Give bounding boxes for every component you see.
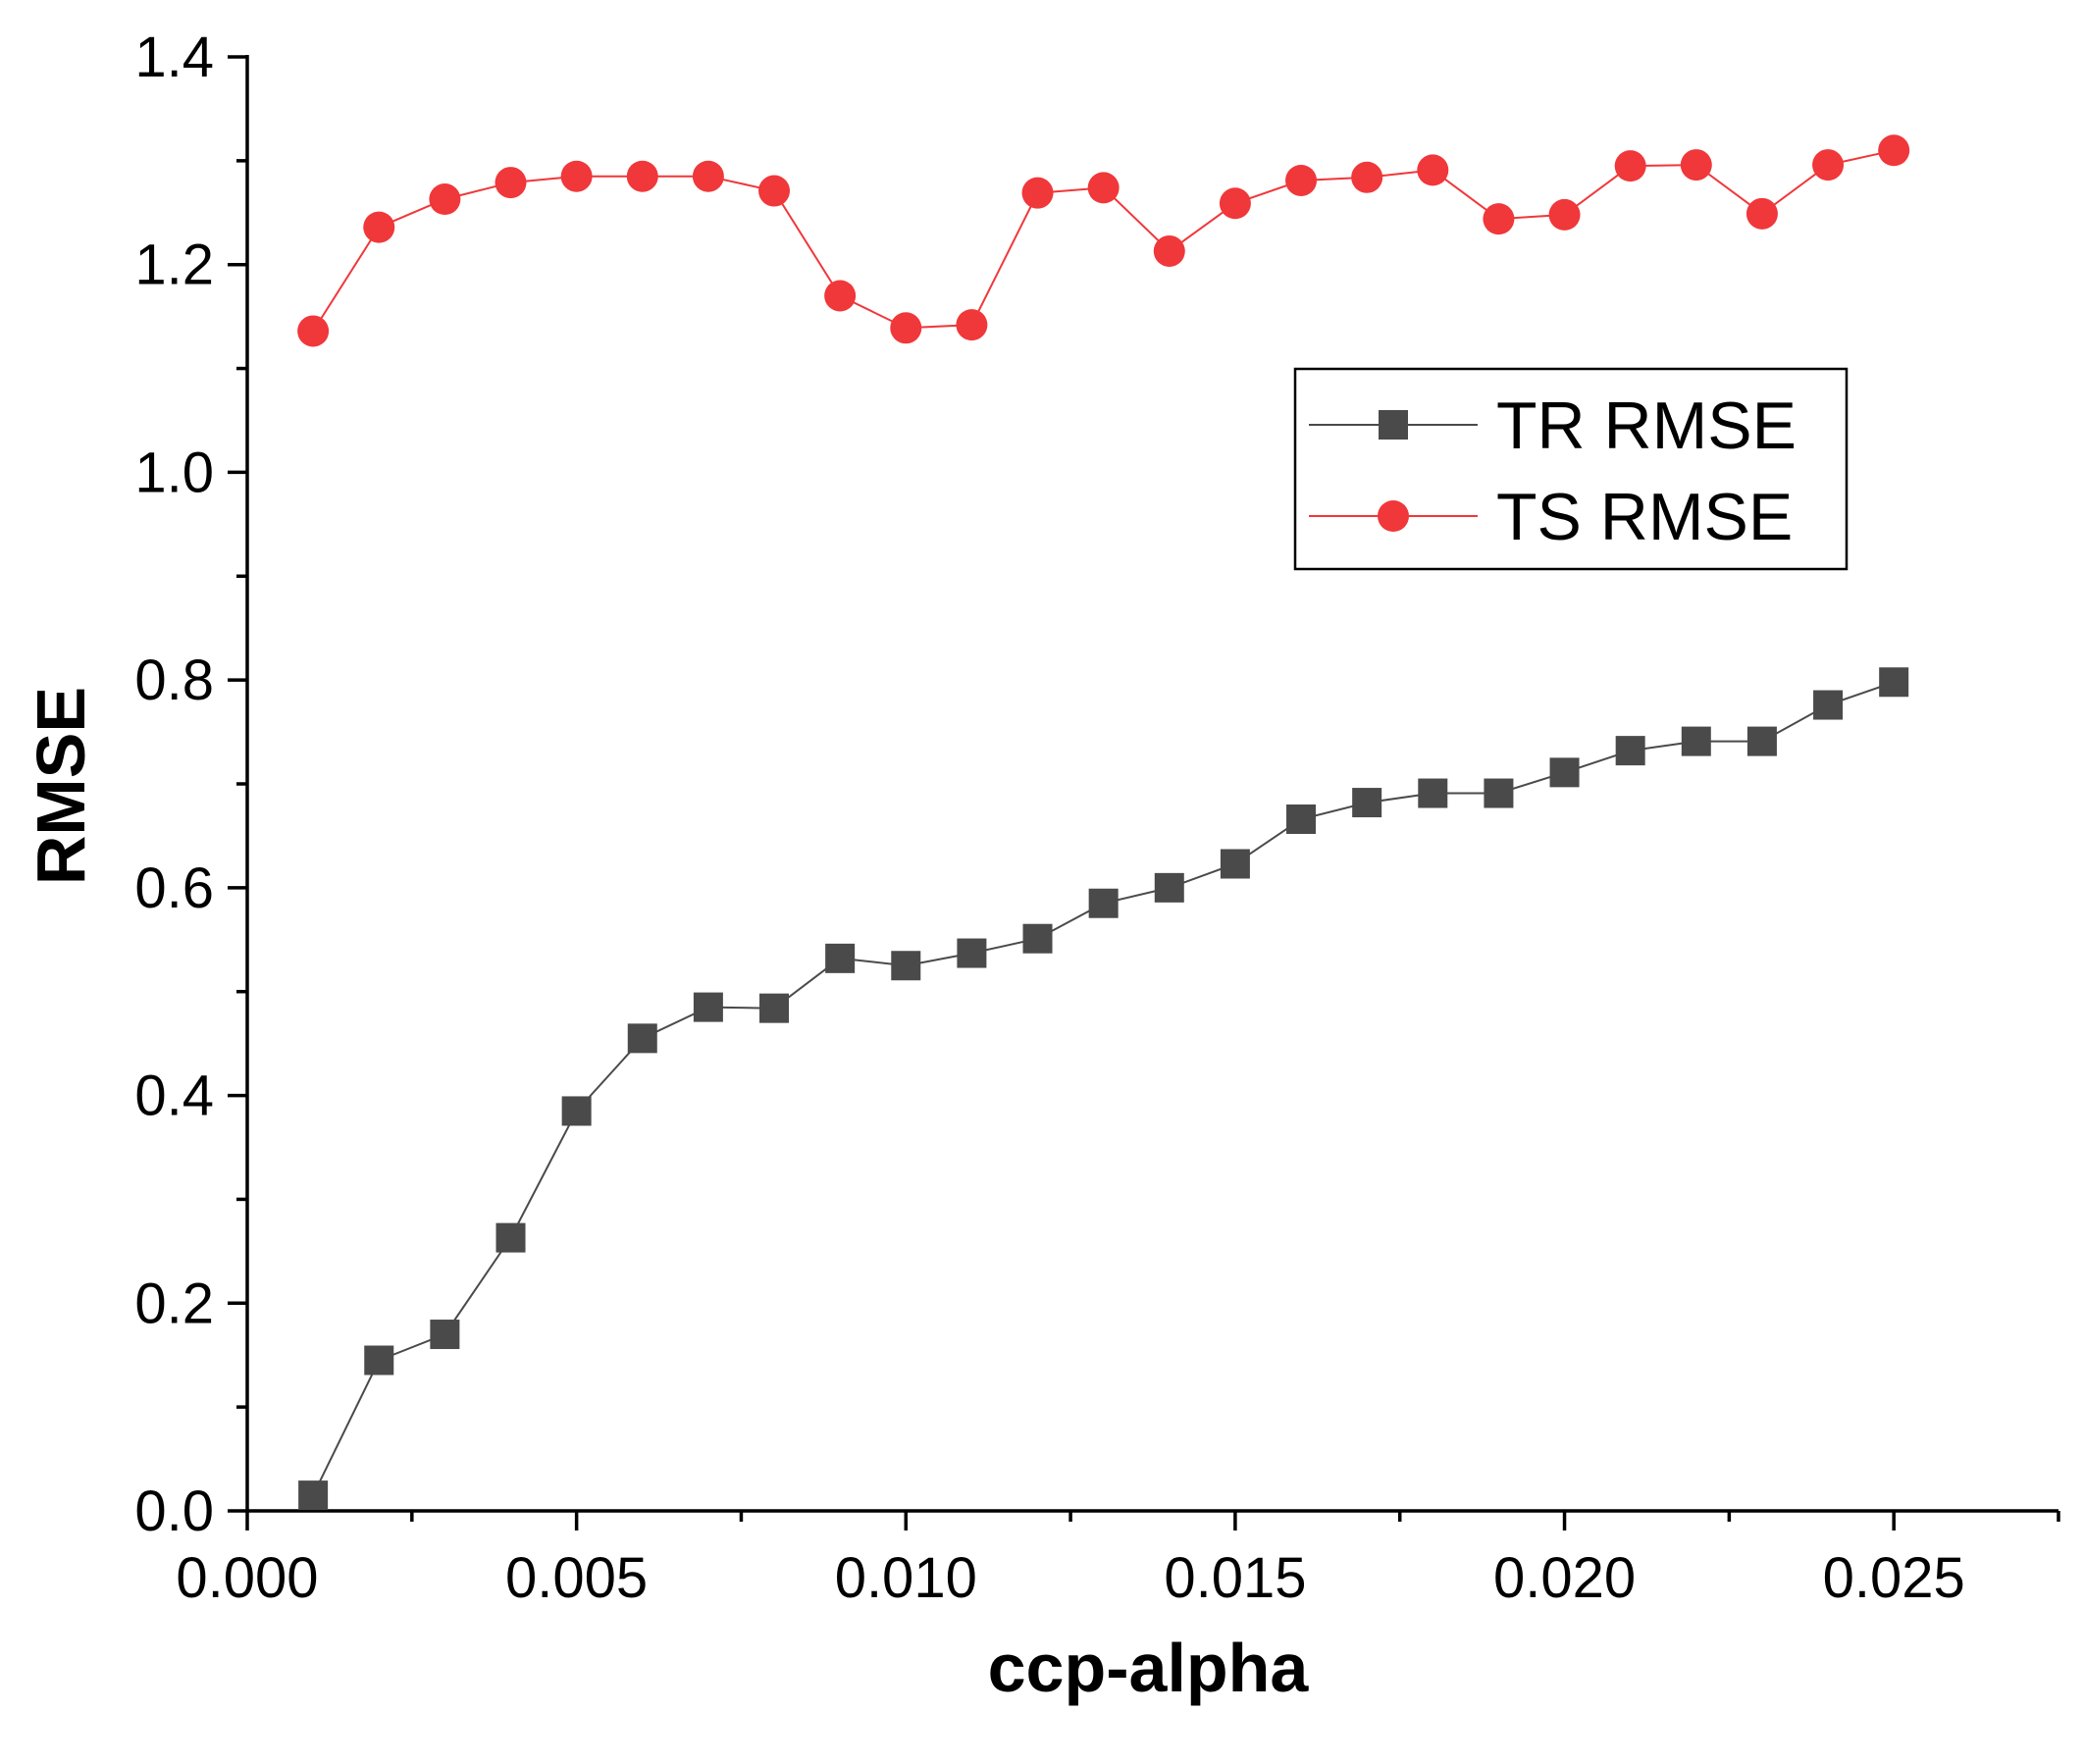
data-point <box>957 938 987 968</box>
data-point <box>692 160 724 192</box>
data-point <box>1021 177 1054 209</box>
legend-marker-square <box>1379 410 1408 440</box>
data-point <box>1812 149 1845 182</box>
data-point <box>1220 849 1250 879</box>
data-point <box>429 183 461 216</box>
series-lines <box>312 149 1895 1496</box>
data-point <box>1352 788 1382 818</box>
y-tick-label: 1.0 <box>134 441 214 504</box>
x-tick-label: 0.010 <box>835 1546 977 1610</box>
y-tick-label: 0.6 <box>134 856 214 920</box>
data-point <box>1286 804 1317 834</box>
data-point <box>1813 690 1844 720</box>
data-point <box>1484 778 1514 808</box>
data-point <box>1680 149 1712 182</box>
data-point <box>626 160 658 192</box>
data-point <box>560 160 593 192</box>
data-point <box>1483 203 1515 235</box>
data-point <box>298 1480 329 1511</box>
data-point <box>891 951 921 981</box>
y-tick-label: 0.2 <box>134 1271 214 1335</box>
data-point <box>1746 726 1777 756</box>
data-point <box>363 211 395 243</box>
data-point <box>825 943 856 973</box>
legend-label: TS RMSE <box>1496 480 1793 554</box>
x-tick-label: 0.025 <box>1823 1546 1965 1610</box>
data-point <box>1351 161 1383 193</box>
data-point <box>1418 778 1448 808</box>
data-point <box>1022 923 1053 954</box>
data-point <box>956 309 988 341</box>
data-point <box>495 1222 526 1253</box>
series-markers <box>297 134 1910 1511</box>
data-point <box>1615 736 1645 766</box>
series-line-1 <box>312 681 1895 1496</box>
data-point <box>693 992 723 1022</box>
data-point <box>1154 872 1184 903</box>
data-point <box>1153 234 1185 267</box>
data-point <box>758 175 791 207</box>
data-point <box>1285 164 1318 196</box>
data-point <box>1681 726 1711 756</box>
data-point <box>297 315 330 347</box>
axes: 0.0 0.2 0.4 0.6 0.8 1.0 1.2 1.4 0.000 0.005 0.010 0… <box>134 26 2060 1610</box>
x-tick-label: 0.020 <box>1493 1546 1636 1610</box>
data-point <box>364 1345 394 1375</box>
data-point <box>1878 134 1910 167</box>
x-tick-label: 0.015 <box>1164 1546 1306 1610</box>
y-tick-label: 0.4 <box>134 1064 214 1128</box>
data-point <box>627 1023 657 1054</box>
x-tick-label: 0.005 <box>505 1546 648 1610</box>
y-tick-label: 1.2 <box>134 233 214 297</box>
x-tick-label: 0.000 <box>176 1546 318 1610</box>
y-tick-label: 1.4 <box>134 26 214 89</box>
y-tick-label: 0.0 <box>134 1479 214 1543</box>
data-point <box>1549 757 1580 788</box>
data-point <box>824 280 857 312</box>
data-point <box>495 167 527 199</box>
legend: TR RMSE TS RMSE <box>1293 367 1849 571</box>
data-point <box>1088 888 1119 918</box>
data-point <box>1417 154 1449 186</box>
data-point <box>1879 667 1909 698</box>
x-axis-title: ccp-alpha <box>988 1630 1310 1706</box>
data-point <box>1614 150 1646 182</box>
legend-label: TR RMSE <box>1496 389 1797 463</box>
data-point <box>1087 172 1120 204</box>
data-point <box>1745 197 1778 230</box>
legend-box <box>1293 367 1849 571</box>
data-point <box>561 1096 592 1126</box>
data-point <box>1548 198 1581 231</box>
legend-marker-circle <box>1378 500 1409 532</box>
data-point <box>890 312 922 344</box>
data-point <box>759 993 790 1023</box>
y-axis-title: RMSE <box>23 687 99 885</box>
data-point <box>1219 187 1251 220</box>
data-point <box>430 1320 460 1350</box>
y-tick-label: 0.8 <box>134 649 214 712</box>
